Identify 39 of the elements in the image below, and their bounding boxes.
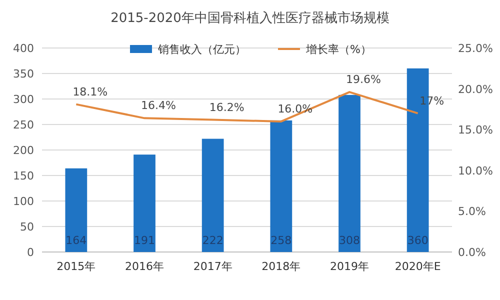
y-tick-label: 250 [13, 118, 34, 132]
y2-tick-label: 25.0% [458, 42, 493, 55]
x-tick-label: 2017年 [193, 260, 232, 273]
y2-tick-label: 5.0% [458, 205, 486, 218]
data-label: 308 [339, 234, 360, 247]
data-label: 19.6% [346, 73, 381, 86]
x-tick-label: 2015年 [56, 260, 96, 273]
y-tick-label: 300 [13, 93, 34, 106]
data-label: 360 [407, 234, 428, 247]
x-tick-label: 2019年 [330, 260, 369, 273]
x-tick-label: 2016年 [125, 260, 164, 273]
data-label: 258 [270, 234, 292, 247]
x-tick-label: 2018年 [262, 260, 301, 273]
y2-tick-label: 20.0% [458, 82, 493, 96]
data-label: 16.2% [209, 100, 244, 114]
y-tick-label: 100 [13, 195, 34, 208]
bar [202, 138, 224, 252]
data-label: 222 [202, 234, 224, 247]
y-tick-label: 200 [13, 144, 34, 157]
y2-tick-label: 0.0% [458, 246, 486, 259]
bar [65, 168, 88, 252]
data-label: 164 [66, 234, 87, 247]
y-tick-label: 350 [13, 68, 34, 80]
y2-tick-label: 15.0% [458, 124, 493, 137]
data-label: 18.1% [72, 85, 108, 98]
y-tick-label: 50 [20, 220, 34, 234]
y-tick-label: 150 [13, 170, 34, 182]
bar [338, 94, 360, 252]
legend-label: 销售收入（亿元） [157, 43, 246, 56]
legend-label: 增长率（%） [305, 43, 372, 56]
bar [270, 120, 292, 252]
chart-title: 2015-2020年中国骨科植入性医疗器械市场规模 [110, 11, 390, 26]
x-tick-label: 2020年E [394, 260, 441, 273]
data-label: 191 [134, 234, 155, 247]
y-tick-label: 400 [13, 42, 34, 55]
data-label: 16.4% [141, 99, 176, 112]
bar [134, 154, 156, 252]
y2-tick-label: 10.0% [458, 164, 493, 178]
y-tick-label: 0 [27, 246, 34, 259]
